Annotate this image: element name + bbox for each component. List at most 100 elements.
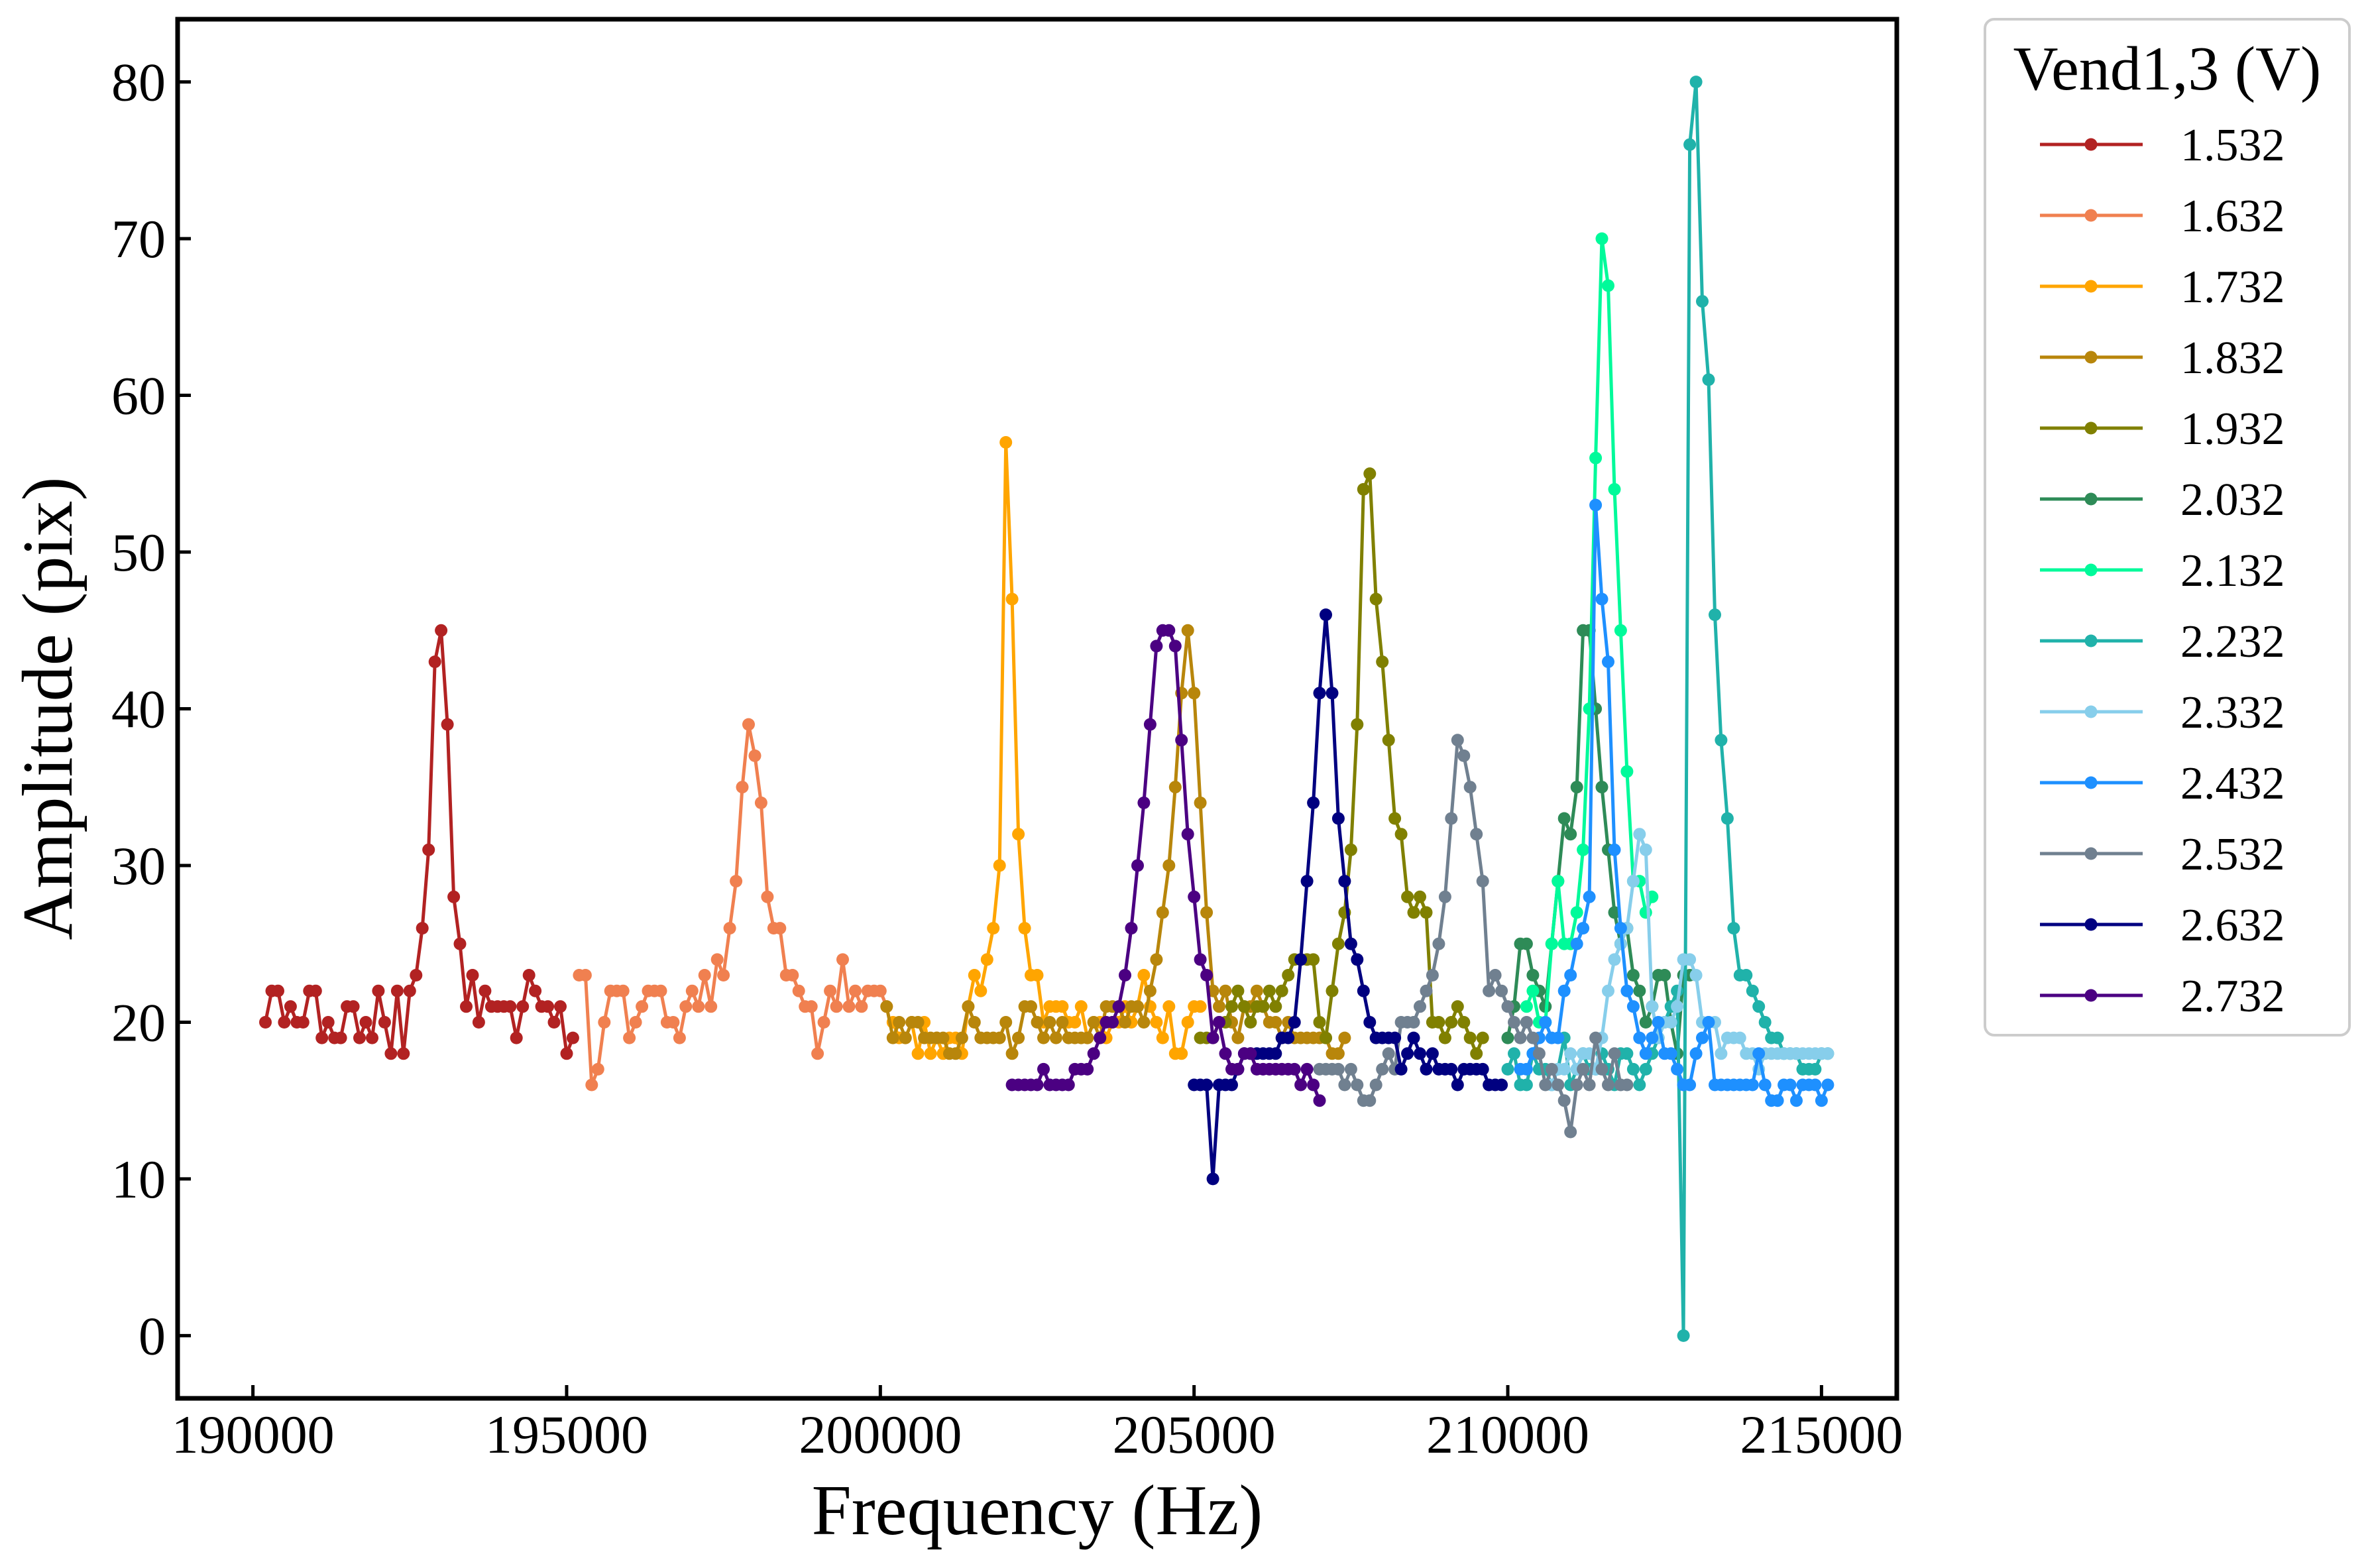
data-point: [1426, 969, 1439, 981]
data-point: [1633, 1031, 1646, 1044]
data-point: [1307, 796, 1320, 809]
data-point: [1025, 1000, 1037, 1013]
data-point: [1658, 969, 1671, 981]
data-point: [1483, 984, 1496, 997]
data-point: [1344, 843, 1357, 856]
data-point: [1620, 984, 1634, 997]
data-point: [987, 922, 1000, 935]
legend-label: 2.032: [2180, 475, 2285, 526]
data-point: [924, 1047, 937, 1060]
data-point: [466, 969, 479, 981]
data-point: [1589, 1031, 1603, 1044]
data-point: [911, 1016, 925, 1029]
data-point: [390, 984, 404, 997]
data-point: [1420, 906, 1433, 919]
data-point: [1168, 640, 1182, 653]
data-point: [1520, 937, 1533, 950]
series-2.232: [1501, 76, 1834, 1342]
data-point: [259, 1016, 272, 1029]
legend-title: Vend1,3 (V): [2013, 34, 2322, 103]
data-point: [522, 969, 536, 981]
data-point: [855, 1000, 868, 1013]
y-tick-label: 60: [111, 366, 166, 426]
data-point: [1721, 812, 1734, 825]
data-point: [1219, 984, 1232, 997]
data-point: [717, 969, 730, 981]
data-point: [1614, 922, 1627, 935]
data-point: [1595, 781, 1608, 794]
data-point: [1633, 984, 1646, 997]
data-point: [1382, 1047, 1395, 1060]
data-point: [1031, 1016, 1044, 1029]
data-point: [705, 1000, 718, 1013]
data-point: [911, 1047, 925, 1060]
series-1.932: [1194, 467, 1489, 1060]
data-point: [1181, 1016, 1194, 1029]
data-point: [1790, 1094, 1803, 1107]
data-point: [1740, 969, 1753, 981]
legend-item: 2.732: [2040, 971, 2285, 1022]
data-point: [1382, 734, 1395, 747]
data-point: [1520, 1016, 1533, 1029]
data-point: [541, 1000, 555, 1013]
data-point: [1331, 937, 1345, 950]
data-point: [792, 984, 805, 997]
data-point: [1633, 828, 1646, 841]
data-point: [1639, 1016, 1652, 1029]
data-point: [384, 1047, 398, 1060]
data-point: [1426, 1047, 1439, 1060]
data-point: [1602, 655, 1614, 669]
data-point: [1420, 1062, 1433, 1076]
data-point: [723, 922, 736, 935]
legend-label: 2.632: [2180, 900, 2285, 951]
data-point: [1520, 1078, 1533, 1092]
data-point: [1809, 1078, 1822, 1092]
data-point: [736, 781, 749, 794]
data-point: [1526, 969, 1540, 981]
data-point: [1414, 890, 1426, 903]
data-point: [284, 1000, 297, 1013]
plot-frame: [175, 17, 1899, 1401]
data-point: [1012, 828, 1025, 841]
x-tick-label: 210000: [1426, 1404, 1589, 1465]
data-point: [1689, 76, 1703, 89]
data-point: [1074, 1000, 1088, 1013]
data-point: [1269, 1047, 1282, 1060]
data-point: [1143, 718, 1157, 731]
data-point: [1570, 1078, 1583, 1092]
data-point: [353, 1031, 366, 1044]
data-point: [1646, 1000, 1659, 1013]
data-point: [1570, 937, 1583, 950]
data-point: [1783, 1078, 1797, 1092]
legend-item: 2.432: [2040, 758, 2285, 809]
data-point: [1589, 451, 1603, 465]
data-point: [1564, 969, 1577, 981]
data-point: [410, 969, 423, 981]
data-point: [372, 984, 385, 997]
data-point: [842, 1000, 856, 1013]
data-point: [529, 984, 542, 997]
data-point: [1244, 1016, 1257, 1029]
data-point: [1552, 1031, 1565, 1044]
data-point: [1338, 875, 1351, 888]
data-point: [1508, 1016, 1520, 1029]
data-point: [1326, 687, 1339, 700]
data-point: [710, 953, 724, 966]
data-point: [416, 922, 429, 935]
legend-label: 1.932: [2180, 404, 2285, 455]
data-point: [1539, 1016, 1552, 1029]
data-point: [1608, 482, 1621, 496]
series-1.732: [886, 436, 1207, 1060]
legend-label: 1.532: [2180, 120, 2285, 171]
data-point: [403, 984, 416, 997]
data-point: [1432, 937, 1445, 950]
legend-swatch-marker: [2084, 209, 2098, 222]
data-point: [1733, 1031, 1746, 1044]
data-point: [1501, 1000, 1514, 1013]
data-point: [1639, 906, 1652, 919]
data-point: [1671, 1062, 1684, 1076]
x-axis-title: Frequency (Hz): [812, 1471, 1263, 1550]
data-point: [1545, 937, 1558, 950]
data-point: [999, 436, 1013, 449]
